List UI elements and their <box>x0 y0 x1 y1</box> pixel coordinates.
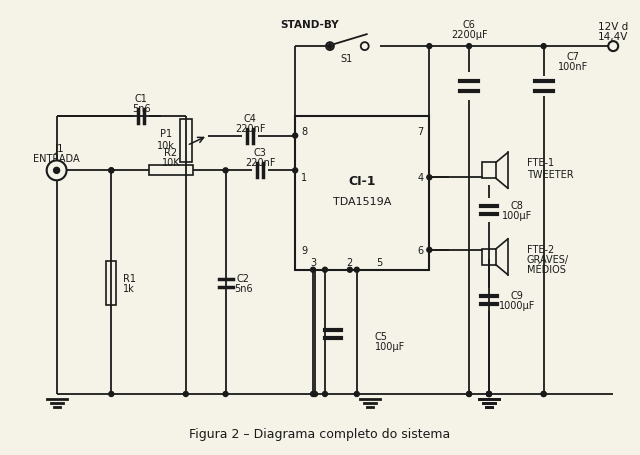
Text: C3: C3 <box>254 148 267 158</box>
Text: C8: C8 <box>510 201 524 211</box>
Bar <box>180 119 192 163</box>
Circle shape <box>467 45 472 50</box>
Circle shape <box>541 392 546 397</box>
Text: GRAVES/: GRAVES/ <box>527 254 569 264</box>
Text: 10k: 10k <box>157 140 175 150</box>
Circle shape <box>109 168 114 173</box>
Text: C2: C2 <box>237 273 250 283</box>
Text: 2200µF: 2200µF <box>451 30 488 40</box>
Text: 10K: 10K <box>162 158 180 168</box>
Circle shape <box>323 392 328 397</box>
Text: C7: C7 <box>567 52 580 62</box>
Circle shape <box>541 45 546 50</box>
Circle shape <box>486 392 492 397</box>
Circle shape <box>355 392 359 397</box>
Circle shape <box>223 168 228 173</box>
Text: MÉDIOS: MÉDIOS <box>527 264 566 274</box>
Circle shape <box>355 268 359 273</box>
Bar <box>482 249 496 265</box>
Text: 5: 5 <box>376 257 383 267</box>
Circle shape <box>54 168 60 174</box>
Circle shape <box>328 45 332 50</box>
Circle shape <box>109 168 114 173</box>
Circle shape <box>47 161 67 181</box>
Circle shape <box>427 176 432 180</box>
Text: CI-1: CI-1 <box>349 175 376 188</box>
Text: C4: C4 <box>244 113 257 123</box>
Text: 5n6: 5n6 <box>234 283 253 293</box>
Text: C5: C5 <box>374 332 388 342</box>
Circle shape <box>427 248 432 253</box>
Text: 4: 4 <box>417 173 424 183</box>
Text: 220nF: 220nF <box>235 123 266 133</box>
Text: 100µF: 100µF <box>374 342 405 352</box>
Circle shape <box>312 392 317 397</box>
Text: 14,4V: 14,4V <box>598 32 628 42</box>
Circle shape <box>361 43 369 51</box>
Circle shape <box>467 392 472 397</box>
Text: 220nF: 220nF <box>245 158 276 168</box>
Circle shape <box>292 168 298 173</box>
Circle shape <box>223 392 228 397</box>
Text: 7: 7 <box>417 126 424 136</box>
Text: 2: 2 <box>347 257 353 267</box>
Text: C9: C9 <box>510 290 524 300</box>
Circle shape <box>183 392 188 397</box>
Text: S1: S1 <box>340 54 353 64</box>
Circle shape <box>310 268 316 273</box>
Bar <box>482 163 496 179</box>
Circle shape <box>608 42 618 52</box>
Circle shape <box>541 392 546 397</box>
Bar <box>295 116 429 270</box>
Circle shape <box>348 268 352 273</box>
Text: 3: 3 <box>310 257 316 267</box>
Text: ENTRADA: ENTRADA <box>33 154 80 164</box>
Circle shape <box>323 268 328 273</box>
Bar <box>149 166 193 176</box>
Text: TWEETER: TWEETER <box>527 170 573 180</box>
Circle shape <box>486 392 492 397</box>
Circle shape <box>310 392 316 397</box>
Text: 12V d: 12V d <box>598 22 628 32</box>
Text: FTE-1: FTE-1 <box>527 158 554 168</box>
Text: 100µF: 100µF <box>502 211 532 221</box>
Text: 1k: 1k <box>124 283 135 293</box>
Text: P1: P1 <box>160 128 172 138</box>
Text: C6: C6 <box>463 20 476 30</box>
Text: STAND-BY: STAND-BY <box>281 20 339 30</box>
Circle shape <box>109 392 114 397</box>
Text: 8: 8 <box>301 126 307 136</box>
Text: 6: 6 <box>417 245 424 255</box>
Circle shape <box>467 392 472 397</box>
Circle shape <box>292 134 298 139</box>
Text: Figura 2 – Diagrama completo do sistema: Figura 2 – Diagrama completo do sistema <box>189 427 451 440</box>
Circle shape <box>486 392 492 397</box>
Text: 5n6: 5n6 <box>132 103 150 113</box>
Text: 1000µF: 1000µF <box>499 300 535 310</box>
Text: 100nF: 100nF <box>558 62 589 72</box>
Bar <box>106 261 116 305</box>
Text: C1: C1 <box>134 94 148 104</box>
Circle shape <box>427 45 432 50</box>
Circle shape <box>486 392 492 397</box>
Text: R2: R2 <box>164 148 177 158</box>
Circle shape <box>326 43 334 51</box>
Text: FTE-2: FTE-2 <box>527 244 554 254</box>
Text: 9: 9 <box>301 245 307 255</box>
Text: R1: R1 <box>123 273 136 283</box>
Text: TDA1519A: TDA1519A <box>333 196 392 206</box>
Circle shape <box>54 168 59 173</box>
Text: J1: J1 <box>55 144 65 154</box>
Text: 1: 1 <box>301 173 307 183</box>
